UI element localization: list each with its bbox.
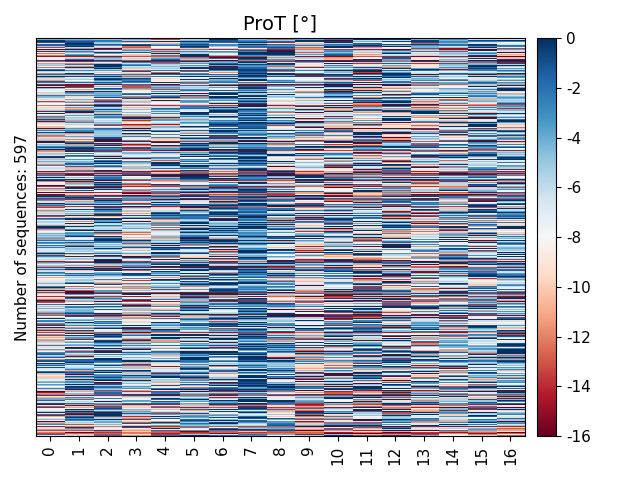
- Title: ProT [°]: ProT [°]: [243, 15, 317, 34]
- Y-axis label: Number of sequences: 597: Number of sequences: 597: [15, 133, 30, 341]
